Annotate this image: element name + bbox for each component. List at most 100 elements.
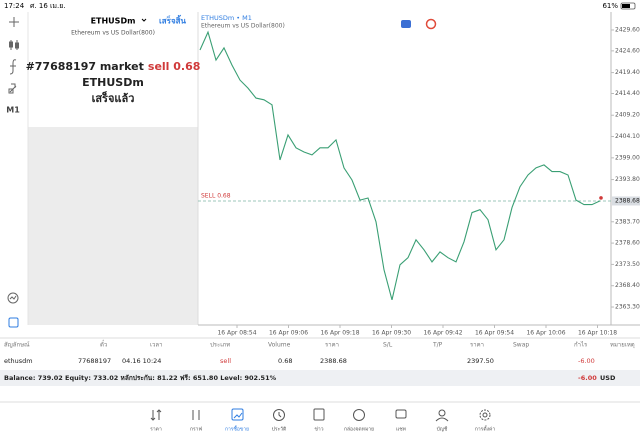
y-tick-label: 2414.40 [615,90,640,97]
cell-price: 2388.68 [320,357,347,365]
x-tick-label: 16 Apr 10:18 [578,330,617,337]
nav-label[interactable]: บัญชี [437,426,448,433]
chart-button[interactable] [425,18,437,30]
order-status: เสร็จแล้ว [92,91,135,105]
column-header: หมายเหตุ [610,342,635,349]
column-header: ประเภท [210,342,230,349]
cell-time: 04.16 10:24 [122,357,161,365]
column-header: Volume [268,342,291,349]
nav-label[interactable]: กล่องจดหมาย [344,427,374,433]
done-button[interactable]: เสร็จสิ้น [159,15,186,26]
column-header: สัญลักษณ์ [4,341,30,349]
status-date: ศ. 16 เม.ย. [30,2,66,10]
y-tick-label: 2409.20 [615,112,640,119]
x-tick-label: 16 Apr 08:54 [217,330,256,337]
nav-icon [233,412,243,419]
column-header: เวลา [150,342,162,349]
sell-line-label: SELL 0.68 [201,192,231,199]
price-line [199,30,601,301]
result-symbol: ETHUSDm [82,76,144,89]
order-symbol[interactable]: ETHUSDm [91,17,136,26]
cell-type: sell [220,357,231,365]
nav-icon [313,408,325,421]
order-description: Ethereum vs US Dollar(800) [71,30,155,37]
y-tick-label: 2383.70 [615,218,640,225]
candle [15,42,19,49]
nav-icon [479,409,491,421]
nav-icons [150,408,491,422]
chart-button[interactable] [401,20,411,28]
nav-icon [482,412,488,418]
indicator-icon[interactable] [9,59,17,75]
y-tick-label: 2363.30 [615,304,640,311]
nav-label[interactable]: การตั้งค่า [475,424,496,433]
chart-title: ETHUSDm • M1 [201,14,252,22]
cell-symbol: ethusdm [4,357,33,365]
x-tick-label: 16 Apr 09:54 [475,330,514,337]
y-tick-label: 2429.60 [615,26,640,33]
nav-label[interactable]: แชท [396,427,406,433]
cell-current-price: 2397.50 [467,357,494,365]
x-tick-label: 16 Apr 09:06 [269,330,308,337]
price-tag [612,196,640,206]
y-tick-label: 2419.40 [615,69,640,76]
objects-icon[interactable] [8,83,17,94]
nav-label[interactable]: การซื้อขาย [225,424,249,433]
y-tick-label: 2424.60 [615,47,640,54]
search-chart [9,295,17,300]
y-tick-label: 2404.10 [615,133,640,140]
balance-profit: -6.00 [578,374,597,382]
dropdown-icon [141,18,147,22]
nav-icon [435,417,449,422]
y-tick-label: 2393.80 [615,176,640,183]
nav-label[interactable]: ราคา [150,427,162,433]
y-tick-label: 2368.40 [615,282,640,289]
balance-summary: Balance: 739.02 Equity: 733.02 หลักประกั… [4,374,277,382]
column-header: ตั๋ว [100,339,107,348]
nav-icon [395,409,407,419]
y-tick-label: 2378.60 [615,240,640,247]
nav-icon [353,409,365,421]
y-tick-label: 2373.50 [615,261,640,268]
column-header: กำไร [574,341,588,349]
nav-icon [231,408,244,421]
nav-label[interactable]: ประวัติ [272,426,287,433]
order-line: #77688197 market sell 0.68 [26,60,201,73]
column-header: ราคา [325,342,339,349]
x-tick-label: 16 Apr 09:18 [320,330,359,337]
trade-icon[interactable] [8,317,19,328]
balance-bar [0,370,640,386]
balance-currency: USD [600,374,616,382]
column-header: Swap [513,342,529,349]
nav-icon [438,409,446,417]
nav-label[interactable]: กราฟ [190,427,203,433]
cell-ticket: 77688197 [78,357,111,365]
column-header: S/L [383,342,393,349]
status-time: 17:24 [4,2,25,10]
cell-volume: 0.68 [278,357,292,365]
column-header: ราคา [470,342,484,349]
x-tick-label: 16 Apr 10:06 [526,330,565,337]
column-header: T/P [432,342,443,349]
nav-label[interactable]: ข่าว [314,427,323,433]
timeframe[interactable]: M1 [6,106,20,115]
order-side: sell 0.68 [148,60,201,73]
price-tag-label: 2388.68 [615,197,640,204]
battery-level [622,4,630,8]
nav-icon [192,410,200,420]
battery-icon [620,2,636,10]
last-price-dot [599,196,603,200]
search-icon[interactable] [7,292,19,304]
x-tick-label: 16 Apr 09:30 [372,330,411,337]
nav-icon [278,412,282,418]
y-tick-label: 2399.00 [615,154,640,161]
toolbar [7,17,19,328]
panel-empty [28,127,198,325]
x-tick-label: 16 Apr 09:42 [423,330,462,337]
order-text: #77688197 market [26,60,144,73]
nav-icon [273,409,285,421]
crosshair-icon[interactable] [9,17,19,27]
status-battery: 61% [602,2,618,10]
